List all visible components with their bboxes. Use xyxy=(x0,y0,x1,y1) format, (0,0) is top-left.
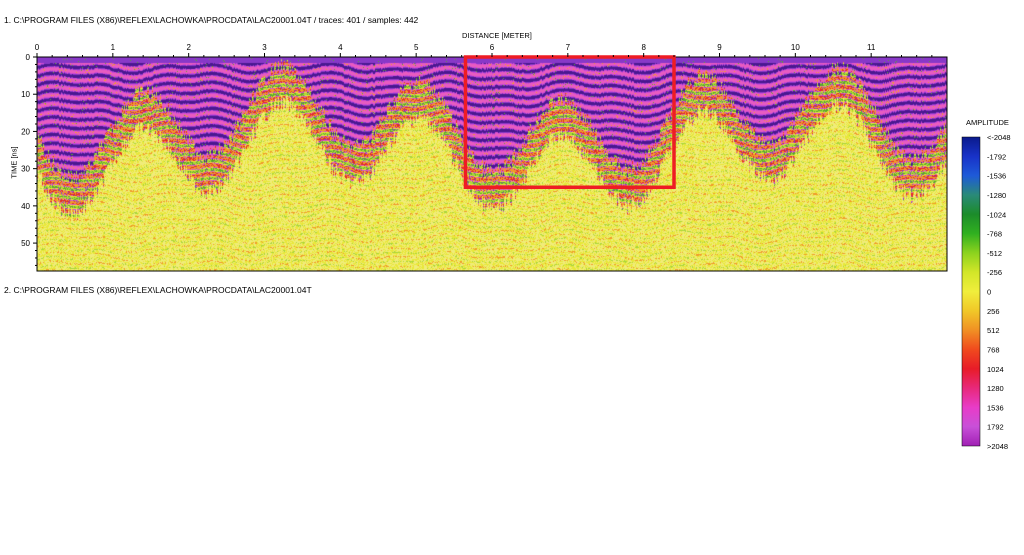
colorbar-label: -1792 xyxy=(987,152,1006,161)
x-tick-label: 10 xyxy=(791,43,800,52)
amplitude-colorbar: <-2048 -1792 -1536 -1280 -1024 -768 -512 -256 0 2… xyxy=(961,133,1011,451)
highlight-rect xyxy=(463,55,676,190)
highlight-box xyxy=(463,55,676,190)
x-tick-label: 2 xyxy=(186,43,191,52)
colorbar-label: -512 xyxy=(987,249,1002,258)
colorbar-label: >2048 xyxy=(987,442,1008,451)
y-tick-label: 40 xyxy=(21,202,30,211)
colorbar-label: 256 xyxy=(987,307,1000,316)
colorbar-label: 512 xyxy=(987,326,1000,335)
y-tick-label: 50 xyxy=(21,239,30,248)
radargram-heatmap xyxy=(36,56,948,272)
file-header-2: 2. C:\PROGRAM FILES (X86)\REFLEX\LACHOWK… xyxy=(4,285,312,295)
x-tick-label: 4 xyxy=(338,43,343,52)
colorbar-strip xyxy=(961,136,981,447)
colorbar-label: 1792 xyxy=(987,423,1004,432)
axes: 0 1 2 3 4 5 6 7 8 9 10 11 0 10 20 30 40 50 xyxy=(21,43,933,266)
colorbar-title: AMPLITUDE xyxy=(966,118,1009,127)
colorbar-label: 768 xyxy=(987,345,1000,354)
x-tick-label: 9 xyxy=(717,43,722,52)
y-tick-label: 0 xyxy=(26,53,31,62)
colorbar-label: 1536 xyxy=(987,403,1004,412)
x-tick-label: 5 xyxy=(414,43,419,52)
heatmap-image xyxy=(37,57,947,271)
colorbar-label: 0 xyxy=(987,288,991,297)
colorbar-label: 1024 xyxy=(987,365,1004,374)
colorbar-label: -1024 xyxy=(987,210,1006,219)
colorbar-label: -1280 xyxy=(987,191,1006,200)
x-tick-label: 8 xyxy=(641,43,646,52)
file-header-1: 1. C:\PROGRAM FILES (X86)\REFLEX\LACHOWK… xyxy=(4,15,419,25)
y-tick-label: 10 xyxy=(21,90,30,99)
colorbar-label: -768 xyxy=(987,230,1002,239)
x-axis-title: DISTANCE [METER] xyxy=(462,31,532,40)
x-tick-label: 3 xyxy=(262,43,267,52)
x-tick-label: 7 xyxy=(566,43,571,52)
x-tick-label: 1 xyxy=(111,43,116,52)
colorbar-label: <-2048 xyxy=(987,133,1011,142)
y-tick-label: 30 xyxy=(21,165,30,174)
colorbar-label: -1536 xyxy=(987,172,1006,181)
colorbar-label: 1280 xyxy=(987,384,1004,393)
x-tick-label: 6 xyxy=(490,43,495,52)
colorbar-label: -256 xyxy=(987,268,1002,277)
x-tick-label: 0 xyxy=(35,43,40,52)
x-tick-label: 11 xyxy=(867,43,876,52)
y-tick-label: 20 xyxy=(21,127,30,136)
